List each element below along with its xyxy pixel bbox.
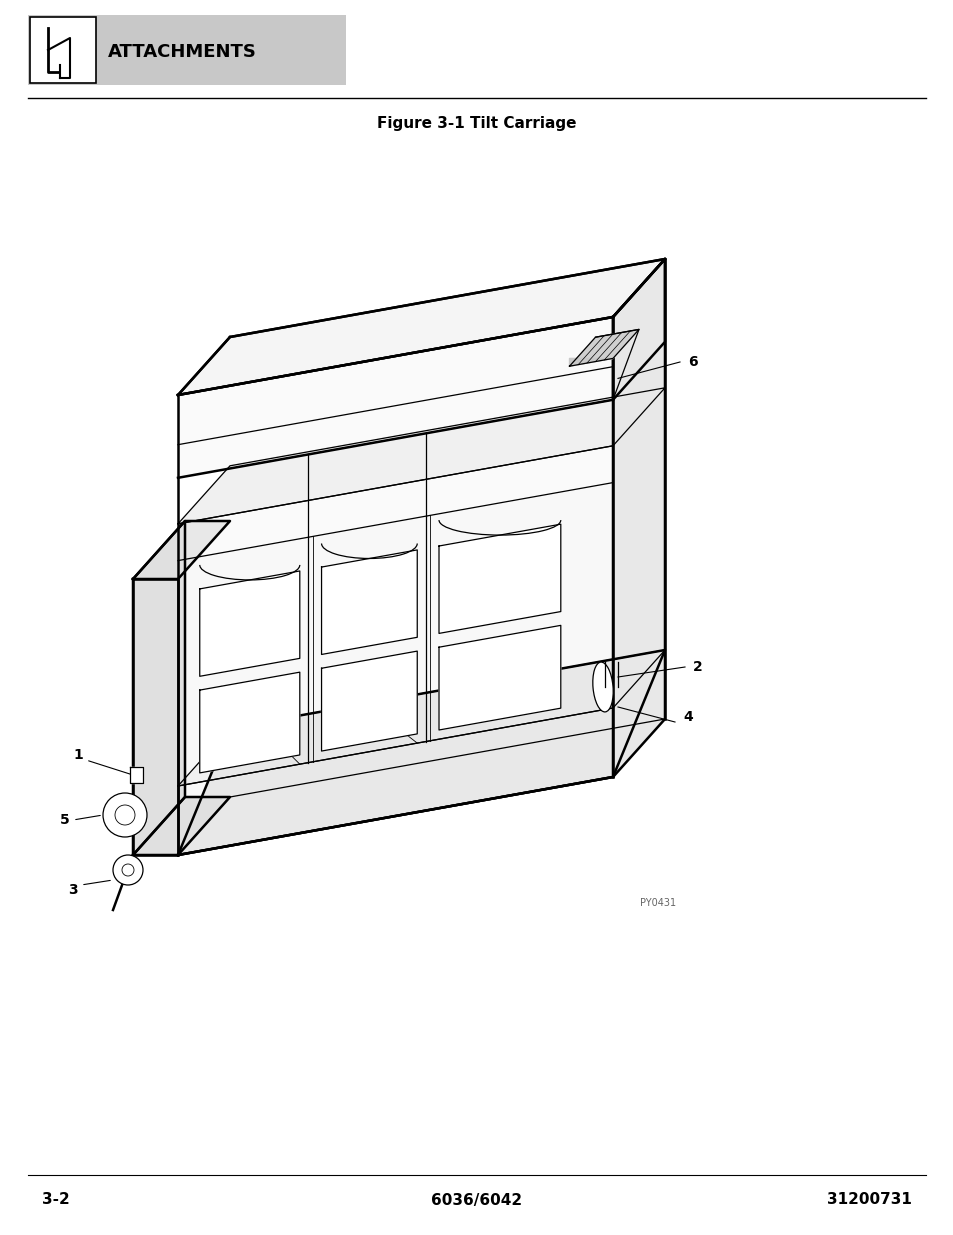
Polygon shape — [178, 446, 613, 561]
Polygon shape — [178, 317, 613, 478]
Text: PY0431: PY0431 — [639, 898, 676, 908]
Polygon shape — [321, 550, 416, 655]
Text: 6: 6 — [687, 354, 697, 369]
Text: 6036/6042: 6036/6042 — [431, 1193, 522, 1208]
Text: ATTACHMENTS: ATTACHMENTS — [108, 43, 256, 61]
Polygon shape — [613, 259, 664, 400]
Polygon shape — [199, 672, 299, 773]
Polygon shape — [438, 524, 560, 634]
Polygon shape — [613, 259, 664, 777]
Circle shape — [112, 855, 143, 885]
Polygon shape — [178, 650, 664, 855]
Polygon shape — [132, 521, 230, 579]
Text: 4: 4 — [682, 710, 692, 724]
Polygon shape — [199, 571, 299, 677]
FancyBboxPatch shape — [28, 15, 346, 85]
Polygon shape — [178, 388, 664, 524]
Polygon shape — [132, 521, 185, 855]
Polygon shape — [178, 259, 664, 395]
Polygon shape — [130, 767, 143, 783]
Circle shape — [103, 793, 147, 837]
Polygon shape — [178, 650, 664, 785]
Polygon shape — [178, 483, 613, 785]
Polygon shape — [321, 651, 416, 751]
Polygon shape — [569, 330, 639, 367]
Text: 31200731: 31200731 — [826, 1193, 911, 1208]
FancyBboxPatch shape — [30, 17, 96, 83]
Polygon shape — [178, 708, 613, 855]
Ellipse shape — [592, 662, 613, 711]
Polygon shape — [132, 797, 230, 855]
Text: 1: 1 — [73, 748, 83, 762]
Polygon shape — [132, 579, 178, 855]
Polygon shape — [438, 625, 560, 730]
Text: Figure 3-1 Tilt Carriage: Figure 3-1 Tilt Carriage — [376, 116, 577, 131]
Polygon shape — [569, 358, 613, 367]
Text: 5: 5 — [60, 813, 70, 827]
Text: 3: 3 — [68, 883, 78, 897]
Text: 2: 2 — [692, 659, 702, 674]
Text: 3-2: 3-2 — [42, 1193, 70, 1208]
